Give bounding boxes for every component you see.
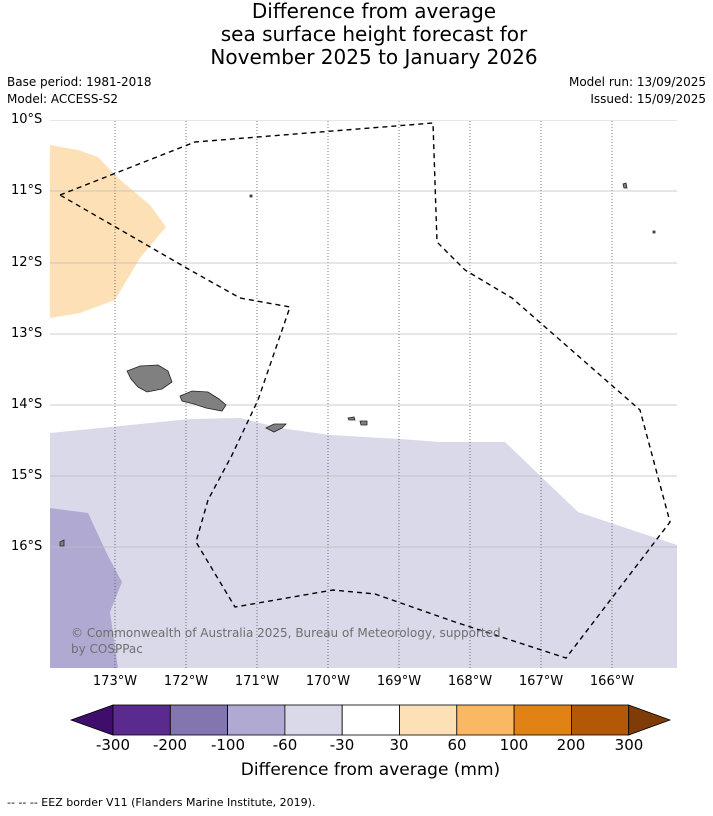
eez-borders xyxy=(59,122,671,659)
colorbar-arrow-right xyxy=(628,704,672,736)
anomaly-region-lavender xyxy=(50,418,677,668)
base-period: Base period: 1981-2018 xyxy=(7,75,152,89)
copyright-notice: © Commonwealth of Australia 2025, Bureau… xyxy=(71,626,501,656)
island-small-1 xyxy=(249,194,253,198)
colorbar-segment xyxy=(456,704,515,736)
colorbar-tick-label: -300 xyxy=(95,736,131,754)
issued-date: Issued: 15/09/2025 xyxy=(590,92,706,106)
colorbar-segment xyxy=(284,704,343,736)
model-name: Model: ACCESS-S2 xyxy=(7,92,119,106)
lat-label: 11°S xyxy=(11,183,43,198)
lon-label: 170°W xyxy=(305,674,351,689)
island-tutuila xyxy=(265,423,287,433)
island-small-3 xyxy=(622,182,628,189)
colorbar xyxy=(69,704,672,736)
colorbar-tick-label: -30 xyxy=(329,736,355,754)
meta-right: Model run: 13/09/2025 Issued: 15/09/2025 xyxy=(569,74,706,108)
lat-label: 15°S xyxy=(11,468,43,483)
island-upolu xyxy=(179,390,227,412)
lat-label: 10°S xyxy=(11,112,43,127)
colorbar-tick-label: 30 xyxy=(389,736,409,754)
colorbar-tick-label: 200 xyxy=(556,736,586,754)
lon-label: 172°W xyxy=(163,674,209,689)
colorbar-arrow-left xyxy=(69,704,114,736)
model-run: Model run: 13/09/2025 xyxy=(568,75,706,89)
lon-label: 166°W xyxy=(589,674,635,689)
colorbar-tick-label: 100 xyxy=(499,736,529,754)
colorbar-tick-label: 60 xyxy=(447,736,467,754)
map-title: Difference from average sea surface heig… xyxy=(0,0,713,69)
colorbar-tick-label: -100 xyxy=(210,736,246,754)
colorbar-segment xyxy=(169,704,229,736)
colorbar-segment xyxy=(571,704,630,736)
title-line-3: November 2025 to January 2026 xyxy=(210,45,538,69)
colorbar-segment xyxy=(227,704,286,736)
island-tau xyxy=(359,420,368,426)
colorbar-segment xyxy=(112,704,171,736)
colorbar-tick-label: 300 xyxy=(614,736,644,754)
colorbar-title: Difference from average (mm) xyxy=(240,760,501,780)
island-ofu xyxy=(347,416,356,421)
colorbar-segment xyxy=(341,704,400,736)
eez-border-tokelau xyxy=(59,122,671,659)
lat-label: 13°S xyxy=(11,326,43,341)
lon-label: 168°W xyxy=(447,674,493,689)
islands xyxy=(59,182,656,547)
lon-label: 169°W xyxy=(376,674,422,689)
island-small-4 xyxy=(652,230,656,234)
eez-legend-footer: -- -- -- EEZ border V11 (Flanders Marine… xyxy=(7,796,316,809)
lon-label: 173°W xyxy=(92,674,138,689)
lon-label: 167°W xyxy=(518,674,564,689)
title-line-1: Difference from average xyxy=(251,0,497,23)
lat-label: 16°S xyxy=(11,539,43,554)
colorbar-segment xyxy=(513,704,572,736)
lat-label: 14°S xyxy=(11,397,43,412)
island-savaii xyxy=(126,364,173,393)
island-small-2 xyxy=(59,539,65,547)
colorbar-tick-label: -60 xyxy=(272,736,298,754)
colorbar-tick-label: -200 xyxy=(152,736,188,754)
title-line-2: sea surface height forecast for xyxy=(220,22,528,46)
meta-left: Base period: 1981-2018 Model: ACCESS-S2 xyxy=(7,74,152,108)
lat-label: 12°S xyxy=(11,255,43,270)
anomaly-region-lavender-dark xyxy=(50,508,122,668)
lon-label: 171°W xyxy=(234,674,280,689)
colorbar-segment xyxy=(399,704,458,736)
latitude-gridlines xyxy=(50,120,677,548)
